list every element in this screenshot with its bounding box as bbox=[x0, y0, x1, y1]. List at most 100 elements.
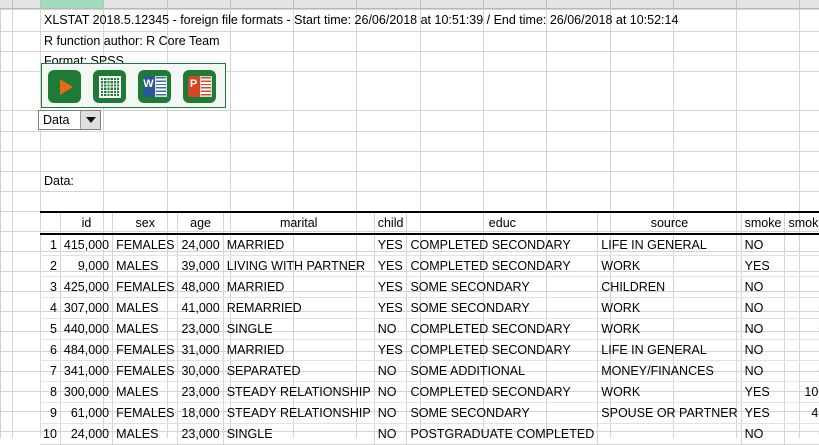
cell-smokenum[interactable] bbox=[784, 339, 819, 361]
cell-sex[interactable]: MALES bbox=[112, 381, 179, 403]
column-header-source[interactable]: source bbox=[597, 211, 742, 235]
cell-child[interactable]: NO bbox=[374, 423, 408, 445]
cell-source[interactable]: CHILDREN bbox=[597, 276, 742, 298]
column-header-smokenum[interactable]: smokenum bbox=[784, 211, 819, 235]
cell-educ[interactable]: SOME SECONDARY bbox=[406, 276, 599, 298]
cell-smoke[interactable]: NO bbox=[741, 276, 786, 298]
cell-educ[interactable]: COMPLETED SECONDARY bbox=[406, 318, 599, 340]
cell-smokenum[interactable]: 100,000 bbox=[784, 381, 819, 403]
table-row[interactable]: 6 484,000 FEMALES 31,000 MARRIED YES COMPLETED… bbox=[40, 339, 819, 361]
table-row[interactable]: 7 341,000 FEMALES 30,000 SEPARATED NO SOME ADD… bbox=[40, 360, 819, 382]
cell-sex[interactable]: FEMALES bbox=[112, 339, 179, 361]
cell-source[interactable]: LIFE IN GENERAL bbox=[597, 234, 742, 256]
cell-smoke[interactable]: NO bbox=[741, 423, 786, 445]
cell-smokenum[interactable] bbox=[784, 234, 819, 256]
column-header-sex[interactable]: sex bbox=[112, 211, 179, 235]
cell-marital[interactable]: MARRIED bbox=[223, 234, 375, 256]
cell-child[interactable]: NO bbox=[374, 360, 408, 382]
cell-smoke[interactable]: YES bbox=[741, 255, 786, 277]
cell-age[interactable]: 23,000 bbox=[177, 381, 224, 403]
cell-smokenum[interactable]: 0,000 bbox=[784, 318, 819, 340]
cell-age[interactable]: 23,000 bbox=[177, 318, 224, 340]
cell-marital[interactable]: SINGLE bbox=[223, 423, 375, 445]
table-row[interactable]: 1 415,000 FEMALES 24,000 MARRIED YES COMPLETED… bbox=[40, 234, 819, 256]
cell-smokenum[interactable]: 0,000 bbox=[784, 423, 819, 445]
cell-marital[interactable]: REMARRIED bbox=[223, 297, 375, 319]
cell-source[interactable]: SPOUSE OR PARTNER bbox=[597, 402, 742, 424]
cell-age[interactable]: 24,000 bbox=[177, 234, 224, 256]
cell-age[interactable]: 39,000 bbox=[177, 255, 224, 277]
cell-marital[interactable]: STEADY RELATIONSHIP bbox=[223, 381, 375, 403]
cell-age[interactable]: 23,000 bbox=[177, 423, 224, 445]
column-header-age[interactable]: age bbox=[177, 211, 224, 235]
cell-marital[interactable]: MARRIED bbox=[223, 276, 375, 298]
cell-child[interactable]: YES bbox=[374, 255, 408, 277]
cell-id[interactable]: 484,000 bbox=[60, 339, 114, 361]
cell-smokenum[interactable]: 2,000 bbox=[784, 255, 819, 277]
cell-educ[interactable]: SOME SECONDARY bbox=[406, 297, 599, 319]
cell-smoke[interactable]: NO bbox=[741, 318, 786, 340]
cell-child[interactable]: NO bbox=[374, 318, 408, 340]
cell-smoke[interactable]: NO bbox=[741, 234, 786, 256]
cell-source[interactable]: MONEY/FINANCES bbox=[597, 360, 742, 382]
cell-age[interactable]: 31,000 bbox=[177, 339, 224, 361]
cell-educ[interactable]: COMPLETED SECONDARY bbox=[406, 381, 599, 403]
cell-source[interactable] bbox=[597, 423, 742, 445]
cell-child[interactable]: YES bbox=[374, 297, 408, 319]
cell-child[interactable]: YES bbox=[374, 276, 408, 298]
table-row[interactable]: 3 425,000 FEMALES 48,000 MARRIED YES SOME SECO… bbox=[40, 276, 819, 298]
table-row[interactable]: 10 24,000 MALES 23,000 SINGLE NO POSTGRADUATE … bbox=[40, 423, 819, 445]
cell-id[interactable]: 440,000 bbox=[60, 318, 114, 340]
cell-educ[interactable]: COMPLETED SECONDARY bbox=[406, 234, 599, 256]
cell-source[interactable]: WORK bbox=[597, 381, 742, 403]
cell-age[interactable]: 18,000 bbox=[177, 402, 224, 424]
table-row[interactable]: 4 307,000 MALES 41,000 REMARRIED YES SOME SECO… bbox=[40, 297, 819, 319]
column-header-educ[interactable]: educ bbox=[406, 211, 599, 235]
table-row[interactable]: 8 300,000 MALES 23,000 STEADY RELATIONSHIP NO… bbox=[40, 381, 819, 403]
cell-sex[interactable]: MALES bbox=[112, 255, 179, 277]
column-header-id[interactable]: id bbox=[60, 211, 114, 235]
cell-smoke[interactable]: YES bbox=[741, 381, 786, 403]
cell-sex[interactable]: FEMALES bbox=[112, 402, 179, 424]
table-row[interactable]: 5 440,000 MALES 23,000 SINGLE NO COMPLETED SEC… bbox=[40, 318, 819, 340]
cell-marital[interactable]: SINGLE bbox=[223, 318, 375, 340]
cell-smoke[interactable]: NO bbox=[741, 339, 786, 361]
cell-id[interactable]: 307,000 bbox=[60, 297, 114, 319]
table-row[interactable]: 9 61,000 FEMALES 18,000 STEADY RELATIONSHIP N… bbox=[40, 402, 819, 424]
table-export-button[interactable] bbox=[93, 70, 126, 103]
cell-educ[interactable]: COMPLETED SECONDARY bbox=[406, 255, 599, 277]
cell-smoke[interactable]: YES bbox=[741, 402, 786, 424]
column-header-child[interactable]: child bbox=[374, 211, 408, 235]
sheet-selector-dropdown[interactable]: Data bbox=[38, 110, 101, 130]
cell-sex[interactable]: MALES bbox=[112, 318, 179, 340]
cell-educ[interactable]: POSTGRADUATE COMPLETED bbox=[406, 423, 599, 445]
powerpoint-export-button[interactable]: P bbox=[183, 70, 216, 103]
cell-child[interactable]: YES bbox=[374, 339, 408, 361]
cell-source[interactable]: WORK bbox=[597, 255, 742, 277]
cell-sex[interactable]: MALES bbox=[112, 297, 179, 319]
cell-marital[interactable]: STEADY RELATIONSHIP bbox=[223, 402, 375, 424]
cell-id[interactable]: 341,000 bbox=[60, 360, 114, 382]
cell-age[interactable]: 30,000 bbox=[177, 360, 224, 382]
cell-smoke[interactable]: NO bbox=[741, 360, 786, 382]
cell-age[interactable]: 48,000 bbox=[177, 276, 224, 298]
cell-child[interactable]: NO bbox=[374, 402, 408, 424]
column-header-marital[interactable]: marital bbox=[223, 211, 375, 235]
cell-child[interactable]: YES bbox=[374, 234, 408, 256]
cell-source[interactable]: LIFE IN GENERAL bbox=[597, 339, 742, 361]
cell-marital[interactable]: LIVING WITH PARTNER bbox=[223, 255, 375, 277]
cell-marital[interactable]: MARRIED bbox=[223, 339, 375, 361]
cell-id[interactable]: 415,000 bbox=[60, 234, 114, 256]
cell-id[interactable]: 9,000 bbox=[60, 255, 114, 277]
cell-source[interactable]: WORK bbox=[597, 297, 742, 319]
cell-age[interactable]: 41,000 bbox=[177, 297, 224, 319]
cell-id[interactable]: 61,000 bbox=[60, 402, 114, 424]
cell-educ[interactable]: SOME SECONDARY bbox=[406, 402, 599, 424]
cell-sex[interactable]: FEMALES bbox=[112, 234, 179, 256]
cell-educ[interactable]: COMPLETED SECONDARY bbox=[406, 339, 599, 361]
cell-id[interactable]: 300,000 bbox=[60, 381, 114, 403]
column-header-smoke[interactable]: smoke bbox=[741, 211, 786, 235]
cell-child[interactable]: NO bbox=[374, 381, 408, 403]
cell-id[interactable]: 425,000 bbox=[60, 276, 114, 298]
column-header-selected[interactable] bbox=[40, 0, 103, 8]
